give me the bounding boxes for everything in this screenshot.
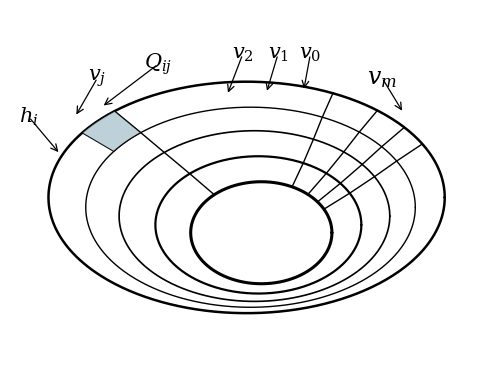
- Text: $v_1$: $v_1$: [268, 44, 288, 64]
- Text: $v_0$: $v_0$: [299, 44, 321, 64]
- Text: $v_2$: $v_2$: [232, 44, 254, 64]
- Text: $Q_{ij}$: $Q_{ij}$: [144, 51, 173, 77]
- Text: $v_j$: $v_j$: [89, 67, 107, 89]
- Text: $v_m$: $v_m$: [367, 66, 397, 90]
- Text: $h_i$: $h_i$: [19, 106, 39, 128]
- Polygon shape: [82, 111, 141, 151]
